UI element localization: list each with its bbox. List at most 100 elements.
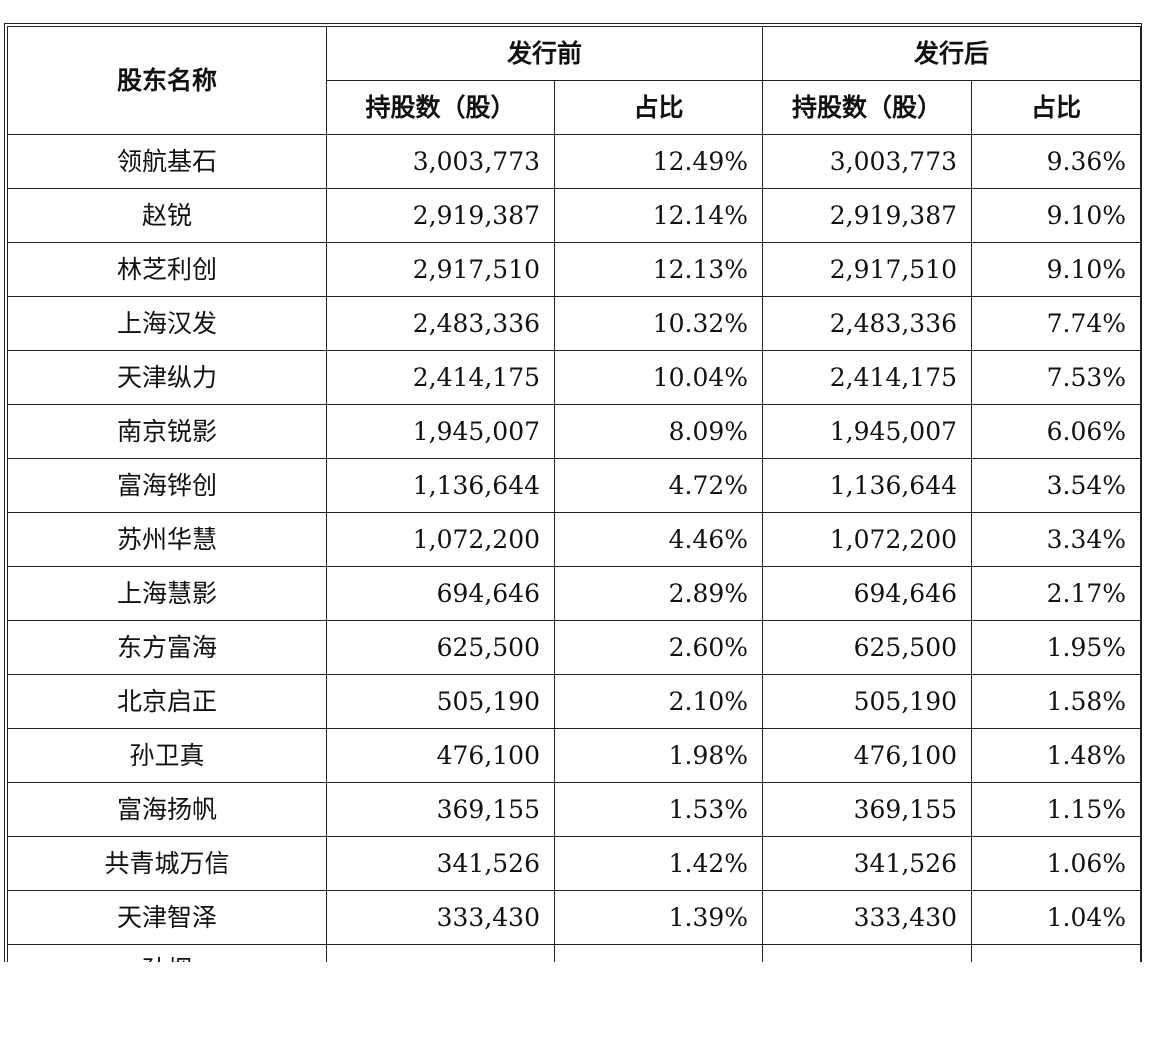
shareholding-table: 股东名称 发行前 发行后 持股数（股） 占比 持股数（股） 占比 领航基石 3,… — [7, 26, 1142, 962]
before-ratio: 2.89% — [553, 566, 764, 621]
before-shares: 3,003,773 — [326, 134, 555, 189]
table-row: 赵锐 2,919,387 12.14% 2,919,387 9.10% — [7, 188, 1142, 243]
after-shares: 341,526 — [762, 836, 973, 891]
table-row: 上海汉发 2,483,336 10.32% 2,483,336 7.74% — [7, 296, 1142, 351]
header-row-top: 股东名称 发行前 发行后 — [7, 26, 1142, 135]
shareholder-name: 苏州华慧 — [7, 512, 327, 567]
shareholder-name: 赵锐 — [7, 188, 327, 243]
before-shares: 625,500 — [326, 620, 555, 675]
after-ratio: 9.10% — [971, 242, 1142, 297]
after-ratio: 3.34% — [971, 512, 1142, 567]
before-ratio: 12.14% — [553, 188, 764, 243]
after-shares: 2,917,510 — [762, 242, 973, 297]
table-row: 东方富海 625,500 2.60% 625,500 1.95% — [7, 620, 1142, 675]
after-shares: 1,072,200 — [762, 512, 973, 567]
table-row: 领航基石 3,003,773 12.49% 3,003,773 9.36% — [7, 134, 1142, 189]
after-ratio: 7.53% — [971, 350, 1142, 405]
after-ratio: 1.04% — [971, 890, 1142, 945]
shareholder-name: 林芝利创 — [7, 242, 327, 297]
partial-name-text: 孙烟 — [142, 957, 192, 962]
before-shares — [326, 944, 555, 962]
after-shares — [762, 944, 973, 962]
before-ratio: 12.13% — [553, 242, 764, 297]
after-ratio: 7.74% — [971, 296, 1142, 351]
after-ratio: 9.36% — [971, 134, 1142, 189]
before-shares: 476,100 — [326, 728, 555, 783]
after-shares: 625,500 — [762, 620, 973, 675]
after-ratio: 6.06% — [971, 404, 1142, 459]
table-row: 天津智泽 333,430 1.39% 333,430 1.04% — [7, 890, 1142, 945]
before-shares: 1,945,007 — [326, 404, 555, 459]
header-after-issuance: 发行后 — [762, 26, 1142, 81]
table-row: 孙卫真 476,100 1.98% 476,100 1.48% — [7, 728, 1142, 783]
after-shares: 3,003,773 — [762, 134, 973, 189]
header-before-issuance: 发行前 — [325, 26, 764, 81]
before-ratio: 4.72% — [553, 458, 764, 513]
before-ratio: 1.42% — [553, 836, 764, 891]
shareholder-name: 南京锐影 — [7, 404, 327, 459]
table-row: 富海扬帆 369,155 1.53% 369,155 1.15% — [7, 782, 1142, 837]
after-shares: 2,414,175 — [762, 350, 973, 405]
before-shares: 369,155 — [326, 782, 555, 837]
after-shares: 2,483,336 — [762, 296, 973, 351]
before-ratio: 4.46% — [553, 512, 764, 567]
shareholder-name: 领航基石 — [7, 134, 327, 189]
before-ratio: 1.98% — [553, 728, 764, 783]
shareholder-name: 富海铧创 — [7, 458, 327, 513]
before-ratio: 1.53% — [553, 782, 764, 837]
table-row: 共青城万信 341,526 1.42% 341,526 1.06% — [7, 836, 1142, 891]
before-shares: 341,526 — [326, 836, 555, 891]
shareholder-name: 富海扬帆 — [7, 782, 327, 837]
before-shares: 1,136,644 — [326, 458, 555, 513]
after-shares: 2,919,387 — [762, 188, 973, 243]
shareholder-name: 共青城万信 — [7, 836, 327, 891]
before-ratio: 10.04% — [553, 350, 764, 405]
after-ratio: 1.15% — [971, 782, 1142, 837]
after-shares: 476,100 — [762, 728, 973, 783]
header-row-bottom: 持股数（股） 占比 持股数（股） 占比 — [8, 80, 1142, 135]
after-shares: 1,945,007 — [762, 404, 973, 459]
shareholder-name: 上海汉发 — [7, 296, 327, 351]
before-ratio: 2.60% — [553, 620, 764, 675]
before-ratio: 1.39% — [553, 890, 764, 945]
table-row: 北京启正 505,190 2.10% 505,190 1.58% — [7, 674, 1142, 729]
before-shares: 2,483,336 — [326, 296, 555, 351]
after-ratio: 3.54% — [971, 458, 1142, 513]
after-shares: 333,430 — [762, 890, 973, 945]
shareholder-name: 上海慧影 — [7, 566, 327, 621]
after-ratio: 2.17% — [971, 566, 1142, 621]
before-shares: 505,190 — [326, 674, 555, 729]
header-before-ratio: 占比 — [553, 80, 764, 135]
after-ratio: 1.95% — [971, 620, 1142, 675]
before-shares: 2,917,510 — [326, 242, 555, 297]
shareholder-name: 东方富海 — [7, 620, 327, 675]
before-ratio: 12.49% — [553, 134, 764, 189]
before-ratio — [553, 944, 764, 962]
shareholder-name: 孙烟 — [7, 944, 327, 962]
shareholder-name: 天津纵力 — [7, 350, 327, 405]
after-shares: 1,136,644 — [762, 458, 973, 513]
after-shares: 505,190 — [762, 674, 973, 729]
after-ratio: 9.10% — [971, 188, 1142, 243]
after-shares: 694,646 — [762, 566, 973, 621]
table-row: 林芝利创 2,917,510 12.13% 2,917,510 9.10% — [7, 242, 1142, 297]
shareholder-name: 北京启正 — [7, 674, 327, 729]
after-shares: 369,155 — [762, 782, 973, 837]
after-ratio — [971, 944, 1142, 962]
before-shares: 333,430 — [326, 890, 555, 945]
header-after-shares: 持股数（股） — [762, 80, 973, 135]
table-row: 富海铧创 1,136,644 4.72% 1,136,644 3.54% — [7, 458, 1142, 513]
before-shares: 1,072,200 — [326, 512, 555, 567]
shareholding-table-container: 股东名称 发行前 发行后 持股数（股） 占比 持股数（股） 占比 领航基石 3,… — [4, 23, 1142, 962]
before-shares: 694,646 — [326, 566, 555, 621]
table-row: 上海慧影 694,646 2.89% 694,646 2.17% — [7, 566, 1142, 621]
header-after-ratio: 占比 — [971, 80, 1142, 135]
after-ratio: 1.06% — [971, 836, 1142, 891]
after-ratio: 1.48% — [971, 728, 1142, 783]
table-row: 天津纵力 2,414,175 10.04% 2,414,175 7.53% — [7, 350, 1142, 405]
table-outer-frame — [4, 23, 1142, 962]
shareholder-name: 天津智泽 — [7, 890, 327, 945]
table-row: 南京锐影 1,945,007 8.09% 1,945,007 6.06% — [7, 404, 1142, 459]
header-shareholder-name: 股东名称 — [7, 26, 327, 135]
before-shares: 2,919,387 — [326, 188, 555, 243]
